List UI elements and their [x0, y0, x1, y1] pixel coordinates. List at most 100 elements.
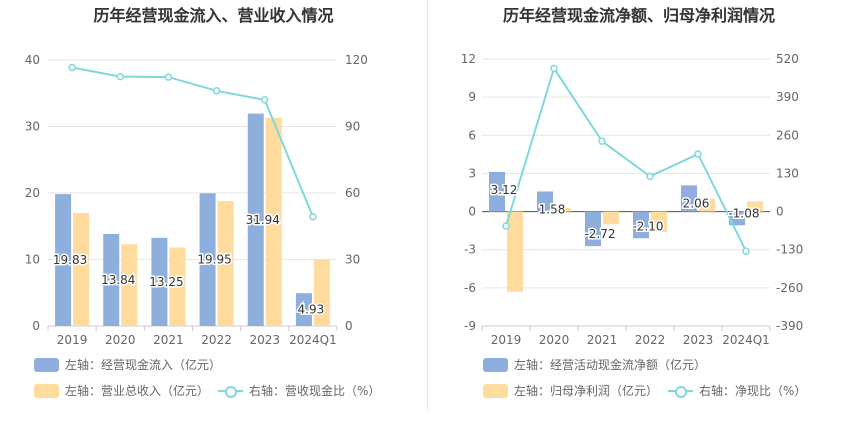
bar	[633, 211, 649, 239]
legend-label: 左轴：经营现金流入（亿元）	[65, 358, 222, 372]
x-tick-label: 2021	[153, 333, 184, 347]
x-tick-label: 2023	[683, 333, 714, 347]
line-point	[164, 73, 173, 81]
y-left-tick-label: 30	[25, 120, 40, 134]
y-right-tick-label: -130	[776, 243, 803, 257]
bar	[73, 212, 90, 326]
y-right-tick-label: -390	[776, 319, 803, 333]
bar	[55, 194, 72, 326]
data-label: 2.06	[683, 196, 710, 210]
chart-title: 历年经营现金流净额、归母净利润情况	[502, 6, 775, 25]
y-left-tick-label: -9	[464, 319, 476, 333]
bar	[199, 193, 216, 326]
y-left-tick-label: 10	[25, 253, 40, 267]
data-label: -2.72	[584, 227, 615, 241]
bar	[151, 237, 168, 326]
y-right-tick-label: 0	[345, 319, 353, 333]
line-point	[694, 150, 702, 158]
x-tick-label: 2024Q1	[722, 333, 770, 347]
y-left-tick-label: -6	[464, 281, 476, 295]
bar	[121, 244, 138, 326]
bar	[217, 200, 234, 326]
legend-label: 左轴：营业总收入（亿元）	[65, 384, 210, 398]
legend-item-revenue[interactable]: 左轴：营业总收入（亿元）	[34, 382, 209, 399]
bar	[265, 117, 282, 326]
bar	[681, 185, 697, 212]
y-right-tick-label: 520	[776, 52, 799, 66]
chart-plot: 0 0 10 30 20 60 30 90 40 120 2019 2020 2021 2022 2023 2…	[25, 53, 368, 347]
data-label: 19.95	[197, 253, 231, 267]
data-label: 19.83	[53, 253, 87, 267]
legend-item-net-profit[interactable]: 左轴：归母净利润（亿元）	[483, 382, 658, 399]
legend-item-net-cash-ratio[interactable]: 右轴：净现比（%）	[668, 382, 806, 399]
legend-item-cash-inflow[interactable]: 左轴：经营现金流入（亿元）	[34, 356, 221, 373]
y-left-tick-label: 9	[468, 90, 476, 104]
y-left-tick-label: 40	[25, 53, 40, 67]
y-right-tick-label: 390	[776, 90, 799, 104]
bar	[747, 201, 763, 212]
legend-label: 右轴：净现比（%）	[699, 384, 807, 398]
legend-swatch	[34, 357, 59, 372]
y-right-tick-label: 120	[345, 53, 368, 67]
line-point	[742, 247, 750, 255]
legend-line-swatch	[668, 384, 693, 398]
data-label: -1.08	[728, 206, 759, 220]
data-label: 13.25	[149, 275, 183, 289]
y-right-tick-label: 90	[345, 120, 360, 134]
y-left-tick-label: 0	[32, 319, 40, 333]
bar	[555, 207, 571, 212]
bar	[537, 191, 553, 212]
y-right-tick-label: 130	[776, 166, 799, 180]
bar	[507, 211, 523, 292]
legend-label: 右轴：营收现金比（%）	[249, 384, 381, 398]
legend-swatch	[34, 383, 59, 398]
bar	[603, 211, 619, 225]
line-point	[212, 87, 221, 95]
line-point	[550, 64, 558, 73]
line-point	[116, 72, 124, 81]
data-label: 3.12	[491, 183, 518, 197]
line-point	[261, 96, 269, 104]
y-right-tick-label: -260	[776, 281, 803, 295]
line-point	[309, 212, 317, 221]
y-left-tick-label: 12	[461, 52, 476, 66]
y-left-tick-label: -3	[464, 243, 476, 257]
line-point	[68, 63, 76, 72]
bar	[651, 211, 667, 232]
x-tick-label: 2022	[201, 333, 232, 347]
x-tick-label: 2021	[587, 333, 618, 347]
y-right-tick-label: 60	[345, 186, 360, 200]
y-left-tick-label: 0	[468, 205, 476, 219]
y-left-tick-label: 6	[468, 128, 476, 142]
legend-item-cash-ratio[interactable]: 右轴：营收现金比（%）	[218, 382, 380, 399]
chart-panel-left: 历年经营现金流入、营业收入情况 0 0 10 30 20 60 30 90 40 120 2019 2…	[25, 6, 381, 399]
line-point	[502, 222, 510, 230]
bar	[585, 211, 601, 247]
bar	[169, 247, 186, 326]
bar	[489, 171, 505, 212]
bar	[295, 293, 312, 326]
bar	[247, 113, 264, 326]
legend-item-net-cash-flow[interactable]: 左轴：经营活动现金流净额（亿元）	[483, 356, 706, 373]
y-right-tick-label: 30	[345, 253, 360, 267]
x-tick-label: 2023	[249, 333, 280, 347]
y-right-tick-label: 260	[776, 128, 799, 142]
chart-plot: -9 -390 -6 -260 -3 -130 0 0 3 130 6 260 9 390 12 520 201…	[461, 52, 804, 347]
y-right-tick-label: 0	[776, 205, 784, 219]
legend-swatch	[483, 383, 508, 398]
x-tick-label: 2020	[539, 333, 570, 347]
bar	[103, 233, 120, 326]
data-label: 31.94	[246, 213, 280, 227]
x-tick-label: 2022	[635, 333, 666, 347]
data-label: 13.84	[101, 273, 135, 287]
line-point	[646, 172, 654, 181]
x-tick-label: 2024Q1	[289, 333, 337, 347]
chart-title: 历年经营现金流入、营业收入情况	[93, 6, 334, 25]
data-label: -2.10	[632, 219, 663, 233]
legend-swatch	[483, 357, 508, 372]
line-point	[598, 137, 606, 145]
legend-line-swatch	[218, 384, 243, 398]
panel-divider	[427, 0, 428, 410]
data-label: 1.58	[539, 202, 566, 216]
bar	[313, 259, 330, 326]
